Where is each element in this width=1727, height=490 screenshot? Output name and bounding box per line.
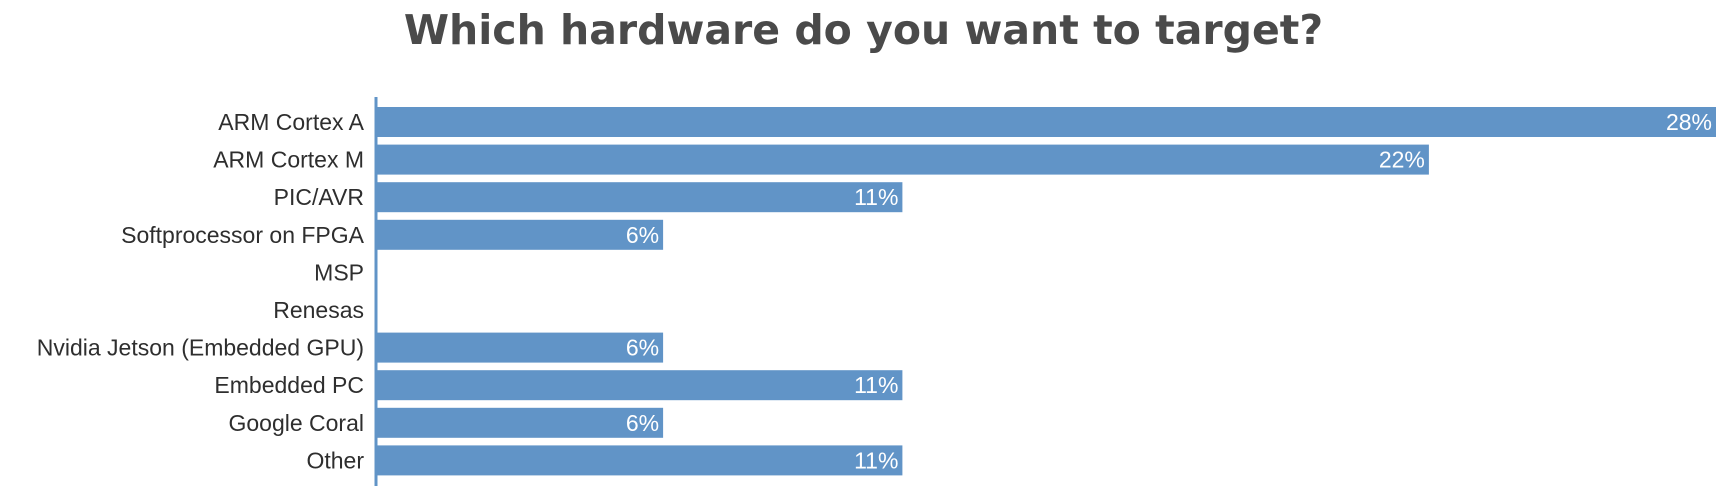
bar-8: [376, 407, 664, 438]
category-label: Google Coral: [228, 410, 364, 436]
chart-title: Which hardware do you want to target?: [403, 6, 1324, 54]
bar-2: [376, 182, 903, 213]
category-label: PIC/AVR: [274, 184, 364, 210]
category-label: Renesas: [273, 297, 364, 323]
bars-layer: [376, 107, 1716, 476]
value-labels: 28% 22% 11% 6% 6% 11% 6% 11%: [626, 109, 1712, 473]
category-label: ARM Cortex M: [213, 147, 364, 173]
category-labels: ARM Cortex A ARM Cortex M PIC/AVR Softproce…: [37, 109, 365, 473]
category-label: ARM Cortex A: [218, 109, 364, 135]
value-label: 6%: [626, 410, 659, 436]
value-label: 6%: [626, 222, 659, 248]
value-label: 11%: [854, 372, 898, 398]
value-label: 11%: [854, 184, 898, 210]
bar-3: [376, 219, 664, 250]
value-label: 11%: [854, 447, 898, 473]
category-label: Nvidia Jetson (Embedded GPU): [37, 335, 364, 361]
bar-6: [376, 332, 664, 363]
category-label: Other: [306, 447, 364, 473]
category-label: Softprocessor on FPGA: [121, 222, 365, 248]
bar-0: [376, 107, 1716, 137]
category-label: Embedded PC: [214, 372, 364, 398]
bar-1: [376, 144, 1429, 175]
value-label: 28%: [1666, 109, 1712, 135]
value-label: 22%: [1379, 147, 1425, 173]
bar-7: [376, 370, 903, 401]
value-label: 6%: [626, 335, 659, 361]
category-label: MSP: [314, 259, 364, 285]
bar-9: [376, 445, 903, 476]
